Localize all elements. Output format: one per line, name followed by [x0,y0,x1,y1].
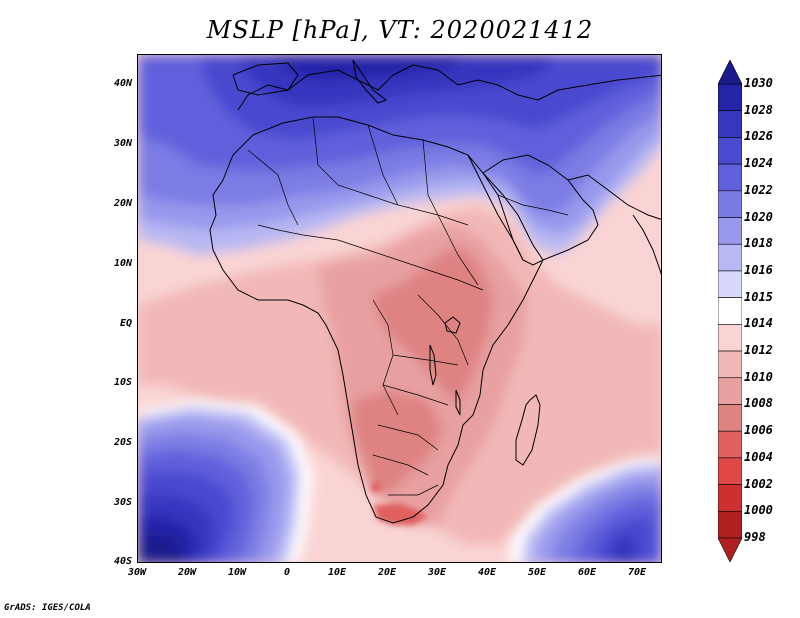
colorbar-label: 1030 [744,76,773,90]
lon-label-30e: 30E [427,567,447,578]
lon-label-60e: 60E [577,567,597,578]
south-africa-low-1004 [373,503,428,525]
colorbar-swatch [718,404,742,432]
lon-label-70e: 70E [627,567,647,578]
colorbar-label: 998 [744,530,766,544]
lake-malawi [455,389,461,416]
colorbar-bottom-arrow [718,537,742,563]
europe-coast [237,64,661,111]
credit-text: GrADS: IGES/COLA [4,603,91,613]
colorbar-swatch [718,297,742,325]
africa-coastline [209,116,545,524]
colorbar-swatch [718,137,742,165]
colorbar-swatch [718,243,742,272]
india-coast [632,214,661,276]
mslp-field [138,55,661,562]
lon-label-20e: 20E [377,567,397,578]
lat-label-30n: 30N [113,138,132,149]
colorbar-label: 1015 [744,289,773,304]
colorbar-swatch [718,190,742,218]
coastlines [209,59,661,524]
country-borders [247,116,569,496]
colorbar-label: 1002 [744,476,773,491]
colorbar-label: 1026 [744,129,773,144]
lat-label-eq: EQ [119,318,132,329]
lon-label-40e: 40E [477,567,497,578]
colorbar-swatch [718,510,742,539]
lon-label-10w: 10W [227,567,247,578]
colorbar-swatch [718,430,742,459]
lake-tanganyika [429,344,437,386]
colorbar-label: 1018 [744,236,773,251]
colorbar-label: 1012 [744,343,773,358]
colorbar-swatch [718,163,742,192]
lat-label-20n: 20N [113,198,132,209]
map-title: MSLP [hPa], VT: 2020021412 [206,16,594,44]
colorbar-top-arrow [718,60,742,85]
south-africa-low-spot [371,482,381,492]
colorbar-label: 1014 [744,316,773,331]
colorbar-swatch [718,457,742,485]
lat-label-10s: 10S [113,377,132,388]
italy [352,59,388,104]
persian-gulf-coast [567,174,661,220]
lat-label-20s: 20S [113,437,132,448]
mslp-map [137,54,662,563]
indian-ocean-high-1026 [610,535,638,562]
colorbar-label: 1004 [744,449,773,464]
colorbar-swatch [718,217,742,245]
colorbar-label: 1000 [744,503,773,518]
colorbar-swatch [718,484,742,512]
lat-label-40n: 40N [113,78,132,89]
iberia [232,62,299,96]
colorbar-swatch [718,324,742,352]
south-atlantic-high-1030 [138,535,183,562]
colorbar-label: 1028 [744,102,773,117]
africa-trough-1006 [373,245,493,405]
lat-label-30s: 30S [113,497,132,508]
madagascar [515,394,541,466]
colorbar-swatches [718,83,742,539]
colorbar-label: 1010 [744,369,773,384]
lat-label-40s: 40S [113,556,132,567]
lake-victoria [444,316,461,334]
lon-label-20w: 20W [177,567,197,578]
arabia [482,154,599,261]
red-sea-coast [467,154,524,261]
colorbar-swatch [718,83,742,112]
colorbar-swatch [718,377,742,405]
colorbar-label: 1016 [744,262,773,277]
colorbar-label: 1022 [744,182,773,197]
africa-trough-1006-south [353,390,443,495]
colorbar [718,60,742,563]
colorbar-swatch [718,350,742,379]
lon-label-10e: 10E [327,567,347,578]
colorbar-swatch [718,110,742,138]
colorbar-swatch [718,270,742,298]
colorbar-label: 1020 [744,209,773,224]
colorbar-label: 1024 [744,156,773,171]
lon-label-0: 0 [283,567,291,578]
colorbar-label: 1008 [744,396,773,411]
lat-label-10n: 10N [113,258,132,269]
lon-label-50e: 50E [527,567,547,578]
lon-label-30w: 30W [127,567,147,578]
colorbar-label: 1006 [744,423,773,438]
